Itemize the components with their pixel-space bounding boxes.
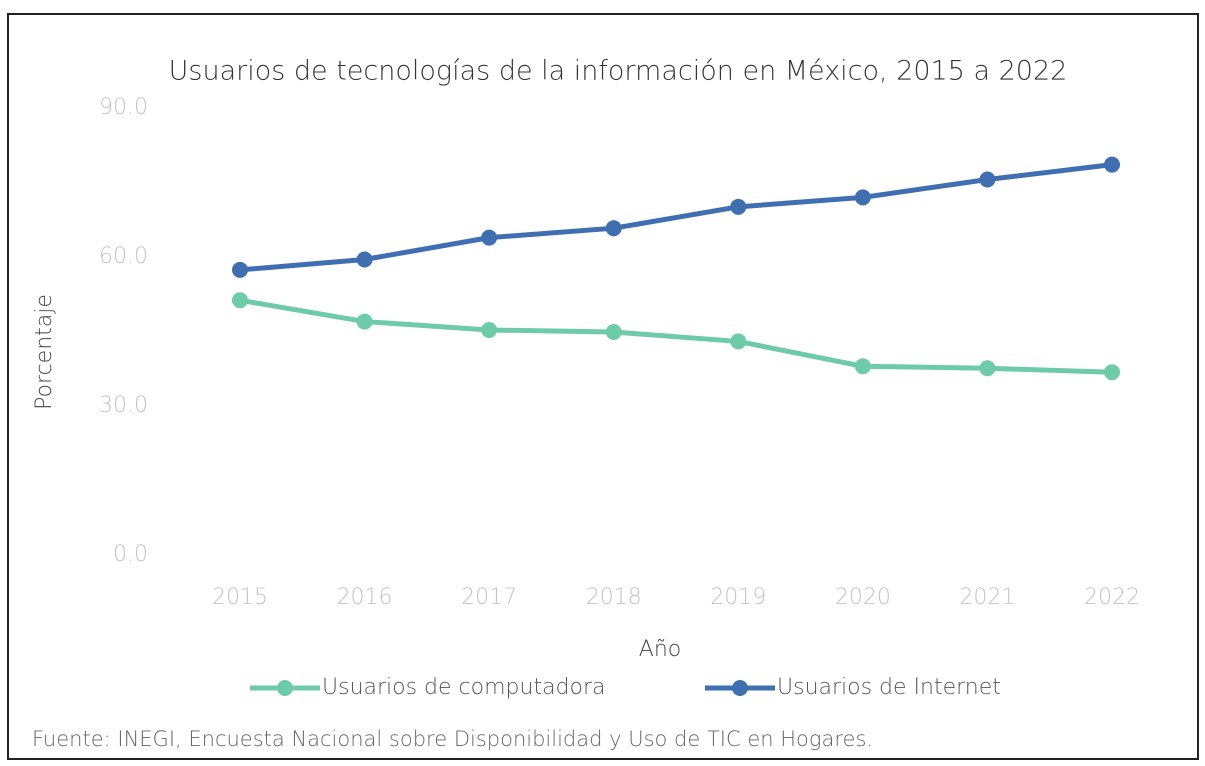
data-point (854, 358, 871, 375)
data-point (1104, 364, 1120, 381)
source: Fuente: INEGI, Encuesta Nacional sobre D… (32, 727, 873, 751)
legend-label: Usuarios de computadora (322, 675, 606, 700)
data-point (232, 261, 248, 278)
chart-title: Usuarios de tecnologías de la informació… (169, 56, 1068, 87)
x-tick-label: 2018 (586, 585, 642, 610)
legend-marker (277, 680, 293, 696)
x-tick-label: 2019 (710, 585, 766, 610)
x-tick-label: 2020 (835, 585, 891, 610)
x-tick-label: 2016 (337, 585, 393, 610)
data-point (356, 251, 373, 268)
data-point (605, 323, 622, 340)
y-tick-label: 90.0 (99, 95, 148, 120)
data-point (854, 189, 871, 206)
frame (7, 13, 1199, 760)
x-tick-label: 2015 (212, 585, 268, 610)
x-tick-label: 2017 (461, 585, 517, 610)
y-axis-title: Porcentaje (32, 294, 57, 410)
x-tick-label: 2022 (1084, 585, 1140, 610)
series-line (239, 162, 1113, 273)
data-point (979, 360, 996, 377)
data-point (605, 220, 622, 237)
y-tick-label: 30.0 (99, 393, 148, 418)
y-tick-label: 0.0 (113, 542, 148, 567)
x-tick-label: 2021 (959, 585, 1015, 610)
y-tick-label: 60.0 (99, 244, 148, 269)
data-point (481, 229, 498, 246)
series-line (239, 297, 1113, 375)
data-point (730, 198, 747, 215)
legend-marker (732, 680, 748, 696)
data-point (730, 333, 747, 350)
x-axis-title: Año (639, 637, 681, 662)
data-point (232, 292, 248, 309)
legend-label: Usuarios de Internet (777, 675, 1001, 700)
data-point (356, 313, 373, 330)
data-point (481, 322, 498, 339)
data-point (979, 171, 996, 188)
data-point (1104, 156, 1120, 173)
